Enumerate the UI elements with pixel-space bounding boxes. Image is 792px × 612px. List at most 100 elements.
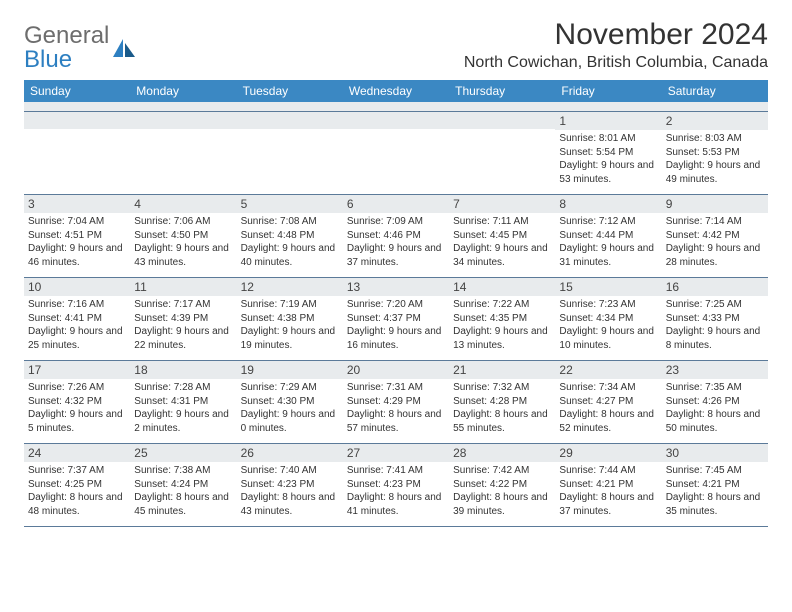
daylight-text: Daylight: 8 hours and 55 minutes. [453,408,551,435]
daylight-text: Daylight: 8 hours and 57 minutes. [347,408,445,435]
sunset-text: Sunset: 4:34 PM [559,312,657,326]
sunrise-text: Sunrise: 7:09 AM [347,215,445,229]
sunrise-text: Sunrise: 7:22 AM [453,298,551,312]
daylight-text: Daylight: 8 hours and 43 minutes. [241,491,339,518]
sunrise-text: Sunrise: 7:37 AM [28,464,126,478]
day-number: 15 [555,278,661,296]
day-cell: 9 Sunrise: 7:14 AMSunset: 4:42 PMDaylight… [662,195,768,277]
daylight-text: Daylight: 9 hours and 49 minutes. [666,159,764,186]
daylight-text: Daylight: 8 hours and 39 minutes. [453,491,551,518]
sunrise-text: Sunrise: 7:41 AM [347,464,445,478]
sunset-text: Sunset: 4:27 PM [559,395,657,409]
day-cell: 16Sunrise: 7:25 AMSunset: 4:33 PMDayligh… [662,278,768,360]
day-cell: 28Sunrise: 7:42 AMSunset: 4:22 PMDayligh… [449,444,555,526]
daylight-text: Daylight: 8 hours and 52 minutes. [559,408,657,435]
daylight-text: Daylight: 9 hours and 31 minutes. [559,242,657,269]
day-number: 24 [24,444,130,462]
daylight-text: Daylight: 8 hours and 37 minutes. [559,491,657,518]
day-number: 29 [555,444,661,462]
day-cell: 3Sunrise: 7:04 AMSunset: 4:51 PMDaylight… [24,195,130,277]
day-header: Saturday [662,80,768,102]
day-cell: 19Sunrise: 7:29 AMSunset: 4:30 PMDayligh… [237,361,343,443]
sunrise-text: Sunrise: 7:12 AM [559,215,657,229]
day-cell: 12Sunrise: 7:19 AMSunset: 4:38 PMDayligh… [237,278,343,360]
day-cell: 27 Sunrise: 7:41 AMSunset: 4:23 PMDayligh… [343,444,449,526]
title-block: November 2024 North Cowichan, British Co… [464,18,768,72]
logo-text-grey: General [24,22,109,49]
day-number: 27 [343,444,449,462]
daylight-text: Daylight: 9 hours and 43 minutes. [134,242,232,269]
sunrise-text: Sunrise: 7:20 AM [347,298,445,312]
day-cell: 22Sunrise: 7:34 AMSunset: 4:27 PMDayligh… [555,361,661,443]
sunrise-text: Sunrise: 8:03 AM [666,132,764,146]
sunset-text: Sunset: 4:45 PM [453,229,551,243]
day-cell: 26Sunrise: 7:40 AMSunset: 4:23 PMDayligh… [237,444,343,526]
day-cell: 29Sunrise: 7:44 AMSunset: 4:21 PMDayligh… [555,444,661,526]
day-cell: 1Sunrise: 8:01 AMSunset: 5:54 PMDaylight… [555,112,661,194]
sunset-text: Sunset: 4:31 PM [134,395,232,409]
day-number: 16 [662,278,768,296]
day-number: 11 [130,278,236,296]
day-header: Wednesday [343,80,449,102]
day-cell: 13 Sunrise: 7:20 AMSunset: 4:37 PMDayligh… [343,278,449,360]
sunset-text: Sunset: 4:50 PM [134,229,232,243]
sunset-text: Sunset: 4:51 PM [28,229,126,243]
sunrise-text: Sunrise: 7:42 AM [453,464,551,478]
day-cell: 6Sunrise: 7:09 AMSunset: 4:46 PMDaylight… [343,195,449,277]
sunset-text: Sunset: 4:42 PM [666,229,764,243]
day-number [343,112,449,129]
sunrise-text: Sunrise: 7:28 AM [134,381,232,395]
daylight-text: Daylight: 9 hours and 10 minutes. [559,325,657,352]
month-title: November 2024 [464,18,768,52]
day-cell: 17Sunrise: 7:26 AMSunset: 4:32 PMDayligh… [24,361,130,443]
day-cell [449,112,555,194]
daylight-text: Daylight: 9 hours and 5 minutes. [28,408,126,435]
daylight-text: Daylight: 9 hours and 40 minutes. [241,242,339,269]
daylight-text: Daylight: 9 hours and 13 minutes. [453,325,551,352]
weeks-container: 1Sunrise: 8:01 AMSunset: 5:54 PMDaylight… [24,112,768,527]
sunrise-text: Sunrise: 7:11 AM [453,215,551,229]
daylight-text: Daylight: 9 hours and 16 minutes. [347,325,445,352]
day-number: 13 [343,278,449,296]
sunset-text: Sunset: 4:24 PM [134,478,232,492]
daylight-text: Daylight: 9 hours and 25 minutes. [28,325,126,352]
sunset-text: Sunset: 4:23 PM [347,478,445,492]
sunset-text: Sunset: 4:37 PM [347,312,445,326]
week-row: 10Sunrise: 7:16 AMSunset: 4:41 PMDayligh… [24,278,768,361]
daylight-text: Daylight: 8 hours and 41 minutes. [347,491,445,518]
day-number: 17 [24,361,130,379]
daylight-text: Daylight: 9 hours and 28 minutes. [666,242,764,269]
day-cell: 7Sunrise: 7:11 AMSunset: 4:45 PMDaylight… [449,195,555,277]
day-number [449,112,555,129]
day-cell: 10Sunrise: 7:16 AMSunset: 4:41 PMDayligh… [24,278,130,360]
daylight-text: Daylight: 8 hours and 35 minutes. [666,491,764,518]
day-number: 25 [130,444,236,462]
daylight-text: Daylight: 9 hours and 8 minutes. [666,325,764,352]
sunrise-text: Sunrise: 7:44 AM [559,464,657,478]
day-number: 23 [662,361,768,379]
logo-sail-icon [113,39,135,57]
sunset-text: Sunset: 4:21 PM [666,478,764,492]
day-cell: 20Sunrise: 7:31 AMSunset: 4:29 PMDayligh… [343,361,449,443]
day-number: 5 [237,195,343,213]
day-cell [237,112,343,194]
sunrise-text: Sunrise: 7:34 AM [559,381,657,395]
daylight-text: Daylight: 9 hours and 2 minutes. [134,408,232,435]
day-number: 6 [343,195,449,213]
day-header: Thursday [449,80,555,102]
calendar-page: General Blue November 2024 North Cowicha… [0,0,792,545]
day-cell: 18Sunrise: 7:28 AMSunset: 4:31 PMDayligh… [130,361,236,443]
spacer-row [24,102,768,112]
sunset-text: Sunset: 4:48 PM [241,229,339,243]
sunrise-text: Sunrise: 7:35 AM [666,381,764,395]
day-number: 9 [662,195,768,213]
day-cell: 21Sunrise: 7:32 AMSunset: 4:28 PMDayligh… [449,361,555,443]
day-cell: 2Sunrise: 8:03 AMSunset: 5:53 PMDaylight… [662,112,768,194]
day-number: 14 [449,278,555,296]
sunset-text: Sunset: 4:29 PM [347,395,445,409]
day-number: 26 [237,444,343,462]
sunset-text: Sunset: 4:39 PM [134,312,232,326]
sunrise-text: Sunrise: 7:04 AM [28,215,126,229]
sunset-text: Sunset: 4:35 PM [453,312,551,326]
sunrise-text: Sunrise: 7:14 AM [666,215,764,229]
